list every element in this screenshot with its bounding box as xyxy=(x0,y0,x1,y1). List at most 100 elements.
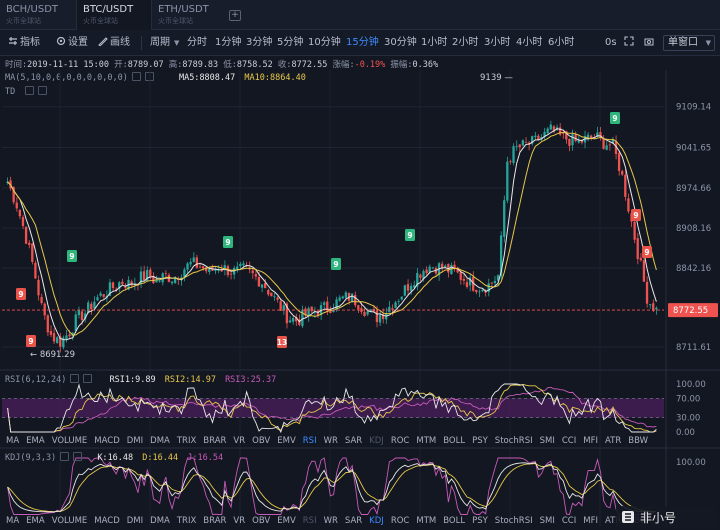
indicator-option-boll[interactable]: BOLL xyxy=(443,516,466,526)
indicator-option-atr[interactable]: ATR xyxy=(604,436,622,446)
indicator-option-stochrsi[interactable]: StochRSI xyxy=(494,436,533,446)
indicator-option-macd[interactable]: MACD xyxy=(94,436,120,446)
indicator-option-kdj[interactable]: KDJ xyxy=(369,436,384,446)
indicator-option-bbw[interactable]: BBW xyxy=(628,436,649,446)
indicator-option-wr[interactable]: WR xyxy=(323,516,338,526)
indicator-option-rsi[interactable]: RSI xyxy=(302,516,317,526)
indicator-option-mtm[interactable]: MTM xyxy=(416,436,437,446)
indicator-option-emv[interactable]: EMV xyxy=(277,436,296,446)
indicator-option-cci[interactable]: CCI xyxy=(561,516,577,526)
indicator-option-mfi[interactable]: MFI xyxy=(583,516,598,526)
interval-tab-1h[interactable]: 1小时 xyxy=(421,36,447,50)
settings-button[interactable]: 设置 xyxy=(56,36,88,50)
indicator-option-emv[interactable]: EMV xyxy=(277,516,296,526)
candle xyxy=(208,267,211,272)
indicator-option-obv[interactable]: OBV xyxy=(252,436,271,446)
indicator-option-mtm[interactable]: MTM xyxy=(416,516,437,526)
symbol-tab-bch[interactable]: BCH/USDT 火币全球站 xyxy=(0,0,76,30)
interval-tab-5m[interactable]: 5分钟 xyxy=(277,36,303,50)
interval-tab-30m[interactable]: 30分钟 xyxy=(384,36,417,50)
candle xyxy=(568,138,571,146)
indicator-option-obv[interactable]: OBV xyxy=(252,516,271,526)
indicator-option-dmi[interactable]: DMI xyxy=(126,436,144,446)
indicator-option-trix[interactable]: TRIX xyxy=(176,516,197,526)
indicator-option-dma[interactable]: DMA xyxy=(150,516,170,526)
symbol-tab-btc[interactable]: BTC/USDT 火币全球站 xyxy=(76,0,152,30)
candle xyxy=(118,282,121,289)
eye-icon[interactable] xyxy=(131,72,141,81)
low-value: 8758.52 xyxy=(236,60,273,70)
eye-icon[interactable] xyxy=(25,86,35,95)
interval-tab-timeshare[interactable]: 分时 xyxy=(187,36,207,50)
draw-tools-button[interactable]: 画线 xyxy=(98,36,130,50)
candle xyxy=(450,265,453,275)
window-mode-select[interactable]: 单窗口 ▼ xyxy=(663,35,715,51)
indicator-option-psy[interactable]: PSY xyxy=(472,436,488,446)
indicator-option-ma[interactable]: MA xyxy=(6,516,20,526)
close-icon[interactable] xyxy=(38,86,48,95)
eye-icon[interactable] xyxy=(70,374,80,383)
indicator-option-brar[interactable]: BRAR xyxy=(203,516,227,526)
indicator-option-stochrsi[interactable]: StochRSI xyxy=(494,516,533,526)
indicator-option-rsi[interactable]: RSI xyxy=(302,436,317,446)
interval-tab-4h[interactable]: 4小时 xyxy=(516,36,542,50)
screenshot-button[interactable] xyxy=(644,36,656,50)
indicator-option-macd[interactable]: MACD xyxy=(94,516,120,526)
countdown-toggle[interactable]: 0s xyxy=(605,36,617,50)
price-axis-label: 8974.66 xyxy=(676,184,711,194)
indicator-option-mfi[interactable]: MFI xyxy=(583,436,598,446)
candle xyxy=(614,140,618,154)
td-badge-bg xyxy=(331,258,341,270)
indicator-option-cci[interactable]: CCI xyxy=(561,436,577,446)
open-value: 8789.07 xyxy=(127,60,164,70)
indicator-option-dmi[interactable]: DMI xyxy=(126,516,144,526)
indicator-option-kdj[interactable]: KDJ xyxy=(369,516,384,526)
period-dropdown[interactable]: 周期 ▼ xyxy=(150,36,179,50)
indicator-option-wr[interactable]: WR xyxy=(323,436,338,446)
close-icon[interactable] xyxy=(144,72,154,81)
candle xyxy=(391,308,394,310)
indicators-button[interactable]: 指标 xyxy=(8,36,40,50)
indicator-option-volume[interactable]: VOLUME xyxy=(51,436,88,446)
indicator-option-ema[interactable]: EMA xyxy=(26,516,45,526)
td-badge-bg xyxy=(16,288,26,300)
candle xyxy=(80,311,84,321)
indicator-option-smi[interactable]: SMI xyxy=(539,436,555,446)
interval-tab-3m[interactable]: 3分钟 xyxy=(246,36,272,50)
indicator-option-psy[interactable]: PSY xyxy=(472,516,488,526)
close-icon[interactable] xyxy=(83,374,93,383)
interval-tab-10m[interactable]: 10分钟 xyxy=(308,36,341,50)
interval-tab-6h[interactable]: 6小时 xyxy=(548,36,574,50)
fullscreen-button[interactable] xyxy=(624,36,636,50)
indicator-option-dma[interactable]: DMA xyxy=(150,436,170,446)
add-tab-icon[interactable]: + xyxy=(229,10,241,21)
indicator-option-vr[interactable]: VR xyxy=(233,436,246,446)
interval-tab-15m[interactable]: 15分钟 xyxy=(346,36,379,50)
indicator-option-sar[interactable]: SAR xyxy=(344,436,363,446)
indicator-option-ema[interactable]: EMA xyxy=(26,436,45,446)
indicator-option-volume[interactable]: VOLUME xyxy=(51,516,88,526)
indicator-option-ma[interactable]: MA xyxy=(6,436,20,446)
indicator-option-boll[interactable]: BOLL xyxy=(443,436,466,446)
candle xyxy=(257,276,261,287)
candle xyxy=(558,127,562,135)
window-mode-value: 单窗口 xyxy=(668,37,698,48)
indicator-option-trix[interactable]: TRIX xyxy=(176,436,197,446)
eye-icon[interactable] xyxy=(60,452,70,461)
indicator-option-vr[interactable]: VR xyxy=(233,516,246,526)
indicator-option-roc[interactable]: ROC xyxy=(390,436,410,446)
interval-tab-3h[interactable]: 3小时 xyxy=(484,36,510,50)
interval-tab-1m[interactable]: 1分钟 xyxy=(215,36,241,50)
candle xyxy=(295,317,298,322)
candle xyxy=(605,145,608,150)
close-icon[interactable] xyxy=(73,452,83,461)
interval-tab-2h[interactable]: 2小时 xyxy=(452,36,478,50)
indicator-option-roc[interactable]: ROC xyxy=(390,516,410,526)
interval-label: 10分钟 xyxy=(308,37,341,48)
indicator-option-smi[interactable]: SMI xyxy=(539,516,555,526)
symbol-tab-eth[interactable]: ETH/USDT 火币全球站 xyxy=(152,0,222,30)
indicator-option-atr[interactable]: ATR xyxy=(604,516,622,526)
indicator-option-brar[interactable]: BRAR xyxy=(203,436,227,446)
indicator-option-sar[interactable]: SAR xyxy=(344,516,363,526)
